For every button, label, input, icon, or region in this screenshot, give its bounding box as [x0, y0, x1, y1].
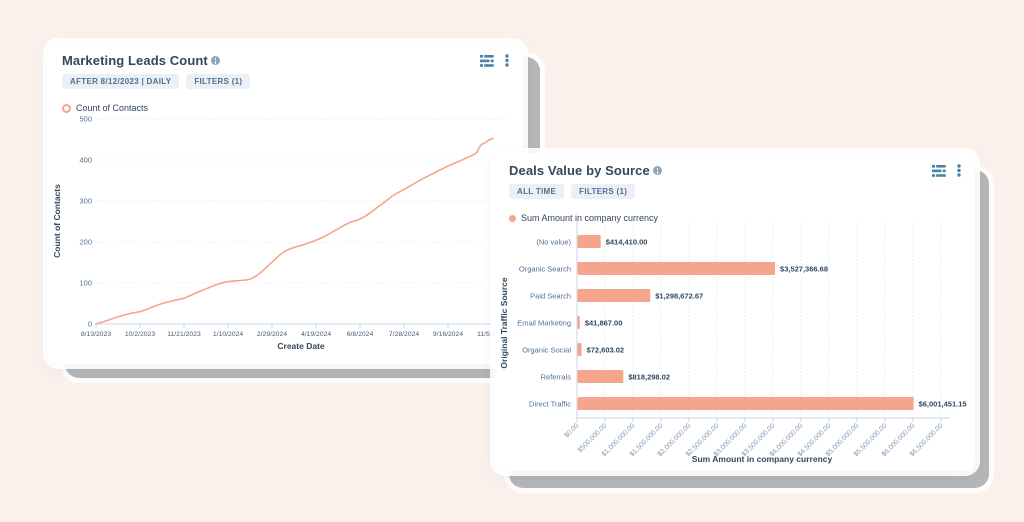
bar-category-label: Organic Social	[522, 345, 571, 354]
x-tick-label: 4/19/2024	[301, 331, 331, 338]
report-badges: ALL TIME FILTERS (1)	[509, 184, 961, 199]
bar-paid-search[interactable]	[577, 289, 651, 302]
bar-referrals[interactable]	[577, 370, 624, 383]
line-series-count-of-contacts[interactable]	[95, 137, 494, 325]
filters-badge[interactable]: FILTERS (1)	[186, 74, 251, 89]
bar-chart: $0.00$500,000.00$1,000,000.00$1,500,000.…	[499, 221, 967, 464]
bar-value-label: $72,603.02	[587, 345, 625, 354]
x-tick-label: 10/2/2023	[125, 331, 155, 338]
x-tick-label: 1/10/2024	[213, 331, 243, 338]
y-tick-label: 500	[79, 115, 92, 124]
chart-settings-icon[interactable]	[480, 54, 494, 67]
x-tick-label: $0.00	[563, 422, 580, 439]
info-icon[interactable]	[652, 166, 662, 175]
legend-sum-amount[interactable]: Sum Amount in company currency	[509, 213, 961, 223]
bar-category-label: Direct Traffic	[529, 399, 571, 408]
bar-organic-social[interactable]	[577, 343, 582, 356]
legend-label: Count of Contacts	[76, 103, 149, 113]
bar-direct-traffic[interactable]	[577, 397, 914, 410]
legend-dot-icon	[509, 214, 516, 222]
deals-value-card: Deals Value by Source	[495, 153, 975, 471]
bar-category-label: (No value)	[536, 237, 571, 246]
bar-value-label: $6,001,451.15	[919, 399, 967, 408]
x-tick-label: 8/13/2023	[81, 331, 111, 338]
bar-no-value[interactable]	[577, 235, 601, 248]
card-title-deals-value: Deals Value by Source	[509, 163, 650, 178]
bar-value-label: $41,867.00	[585, 318, 623, 327]
bar-value-label: $3,527,366.68	[780, 264, 828, 273]
y-tick-label: 200	[79, 238, 92, 247]
x-tick-label: 6/8/2024	[347, 331, 374, 338]
bar-organic-search[interactable]	[577, 262, 776, 275]
time-range-badge[interactable]: ALL TIME	[509, 184, 565, 199]
y-axis-title: Count of Contacts	[52, 184, 62, 258]
y-tick-label: 100	[79, 279, 92, 288]
legend-count-of-contacts[interactable]: Count of Contacts	[62, 103, 509, 113]
x-tick-label: 11/21/2023	[167, 331, 201, 338]
legend-ring-icon	[62, 103, 71, 113]
kebab-menu-icon[interactable]	[957, 164, 961, 177]
bar-category-label: Organic Search	[519, 264, 571, 273]
bar-email-marketing[interactable]	[577, 316, 580, 329]
x-axis-title: Sum Amount in company currency	[692, 454, 833, 464]
y-tick-label: 0	[88, 320, 92, 329]
x-tick-label: 7/28/2024	[389, 331, 419, 338]
bar-category-label: Paid Search	[530, 291, 571, 300]
bar-value-label: $818,298.02	[628, 372, 670, 381]
card-title-marketing-leads: Marketing Leads Count	[62, 53, 208, 68]
line-chart: 0 100 200 300 400 500 8/13/2023 10/2/2023 11/21/…	[52, 115, 507, 352]
bar-value-label: $1,298,672.67	[655, 291, 703, 300]
kebab-menu-icon[interactable]	[505, 54, 509, 67]
x-axis-title: Create Date	[277, 341, 325, 351]
marketing-leads-card: Marketing Leads Count	[48, 43, 523, 364]
bar-category-label: Email Marketing	[517, 318, 571, 327]
x-tick-label: 2/29/2024	[257, 331, 287, 338]
y-tick-label: 300	[79, 197, 92, 206]
y-axis-title: Original Traffic Source	[499, 277, 509, 368]
bar-category-label: Referrals	[541, 372, 572, 381]
legend-label: Sum Amount in company currency	[521, 213, 659, 223]
report-badges: AFTER 8/12/2023 | DAILY FILTERS (1)	[62, 74, 509, 89]
date-range-badge[interactable]: AFTER 8/12/2023 | DAILY	[62, 74, 180, 89]
y-tick-label: 400	[79, 156, 92, 165]
chart-settings-icon[interactable]	[932, 164, 946, 177]
info-icon[interactable]	[210, 56, 220, 65]
bar-value-label: $414,410.00	[606, 237, 648, 246]
x-tick-label: 9/16/2024	[433, 331, 463, 338]
x-tick-label: 11/5/2024	[477, 331, 507, 338]
filters-badge[interactable]: FILTERS (1)	[571, 184, 636, 199]
